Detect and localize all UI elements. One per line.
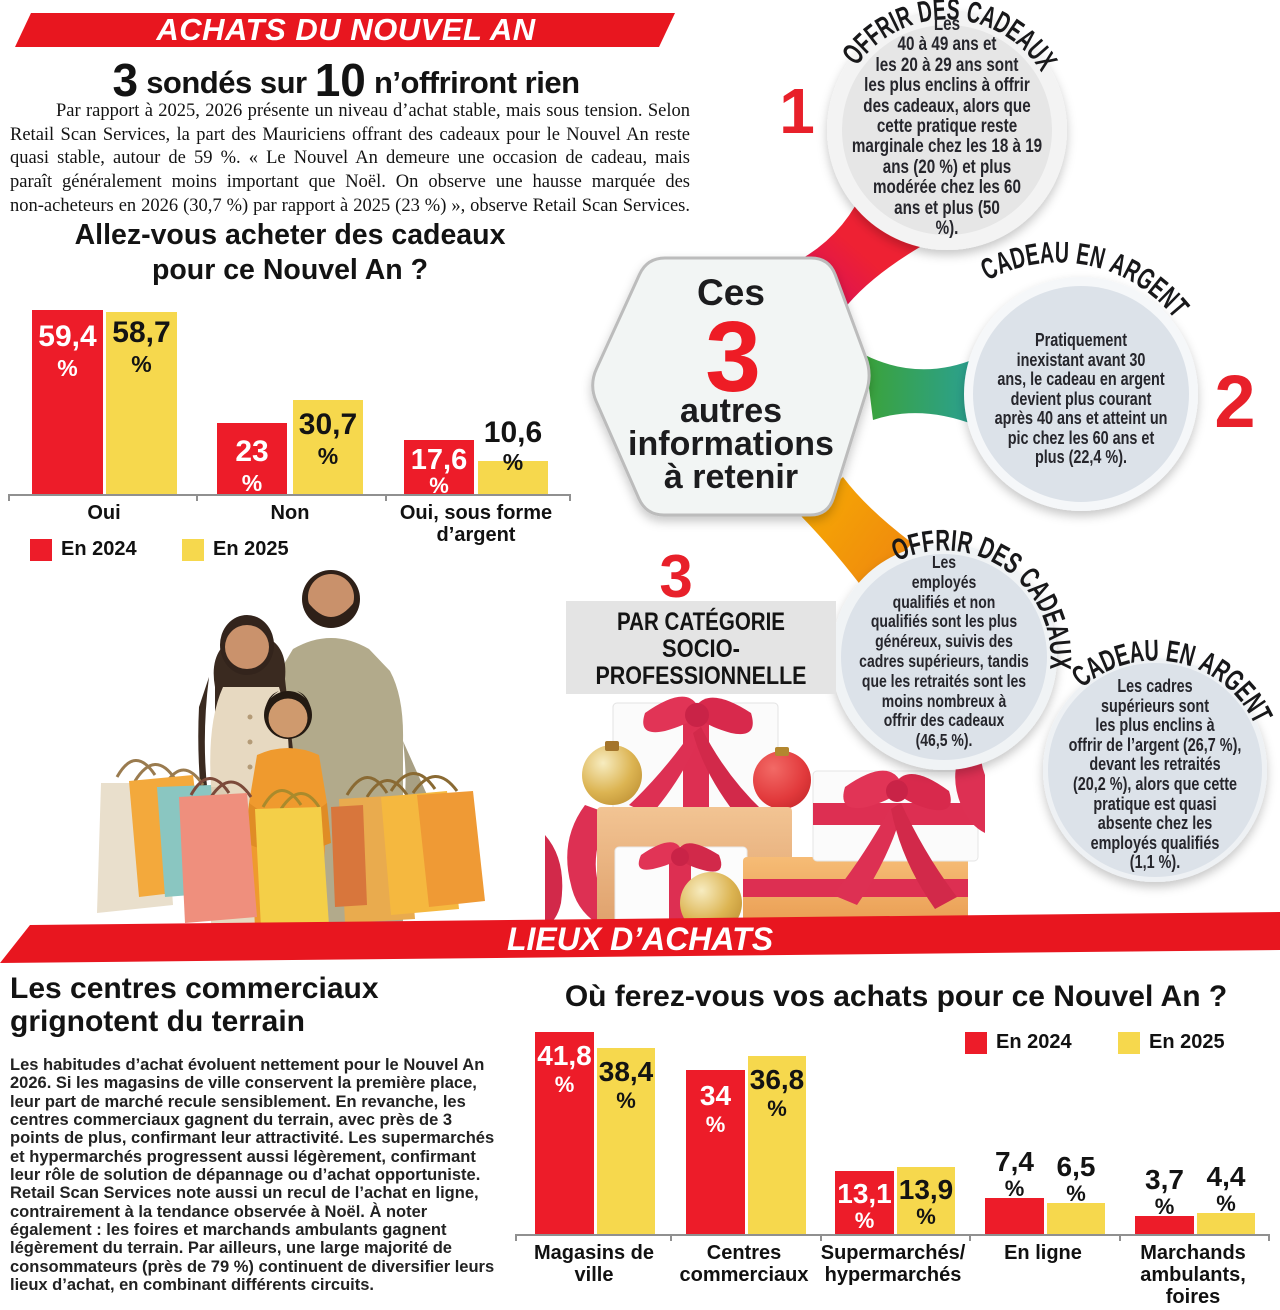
svg-text:à retenir: à retenir	[664, 458, 798, 496]
svg-text:3: 3	[659, 543, 692, 610]
svg-text:2: 2	[1214, 360, 1255, 443]
svg-text:A: A	[1040, 621, 1075, 642]
svg-text:E: E	[1023, 238, 1041, 273]
svg-text:Ces: Ces	[697, 272, 765, 313]
svg-text:ACHATS DU NOUVEL AN: ACHATS DU NOUVEL AN	[155, 12, 535, 47]
svg-text:3: 3	[705, 301, 761, 413]
svg-text:F: F	[920, 525, 937, 559]
svg-text:R: R	[955, 526, 975, 561]
svg-text:1: 1	[779, 75, 815, 147]
svg-text:PAR CATÉGORIE: PAR CATÉGORIE	[617, 607, 785, 636]
svg-text:D: D	[915, 0, 935, 30]
svg-text:E: E	[932, 0, 947, 27]
svg-text:A: A	[1127, 635, 1146, 670]
svg-text:S: S	[946, 0, 961, 27]
svg-text:E: E	[1074, 238, 1092, 273]
svg-text:X: X	[1043, 655, 1076, 670]
svg-text:U: U	[1144, 634, 1159, 667]
svg-text:SOCIO-: SOCIO-	[662, 635, 740, 663]
svg-text:R: R	[935, 525, 950, 558]
svg-text:I: I	[950, 525, 958, 558]
svg-text:LIEUX D’ACHATS: LIEUX D’ACHATS	[507, 921, 774, 957]
svg-text:informations: informations	[628, 425, 834, 463]
svg-text:autres: autres	[680, 392, 782, 430]
svg-text:A: A	[1038, 236, 1054, 270]
svg-text:U: U	[1042, 639, 1076, 656]
svg-text:U: U	[1054, 236, 1069, 269]
svg-text:E: E	[1164, 635, 1182, 670]
svg-text:PROFESSIONNELLE: PROFESSIONNELLE	[596, 662, 807, 690]
